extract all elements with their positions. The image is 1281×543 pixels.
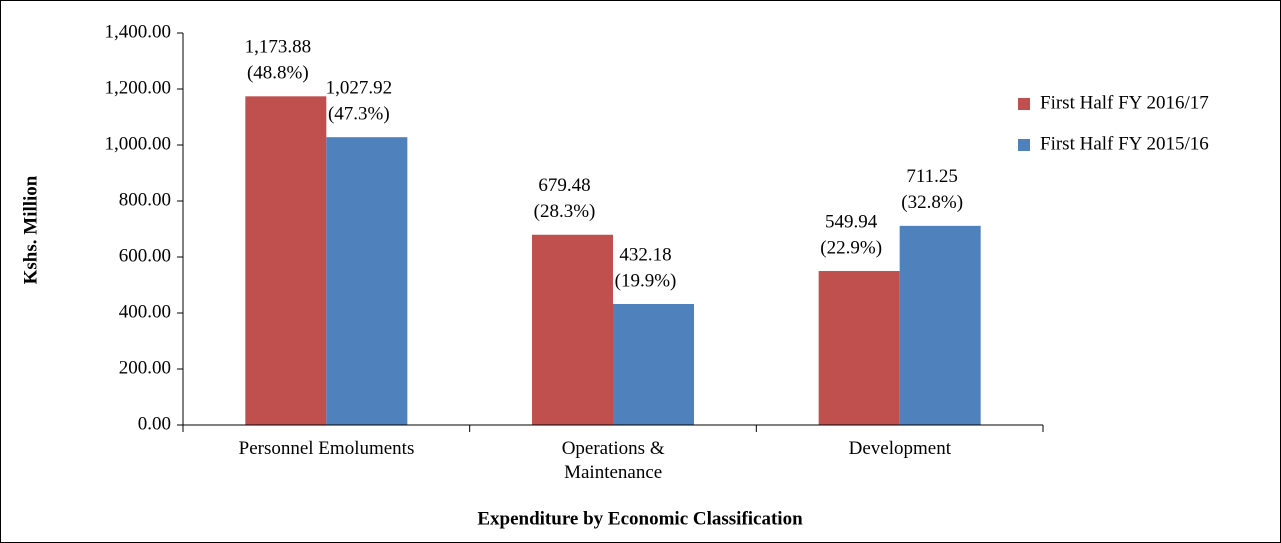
percentage-label: (47.3%) <box>328 104 390 125</box>
value-label: 711.25 <box>906 166 958 187</box>
y-axis-title: Kshs. Million <box>20 175 41 284</box>
percentage-label: (19.9%) <box>615 270 677 291</box>
value-label: 1,027.92 <box>326 78 393 99</box>
y-tick-label: 1,000.00 <box>105 133 172 154</box>
x-tick-label: Development <box>848 438 951 459</box>
legend-swatch <box>1018 139 1030 151</box>
percentage-label: (28.3%) <box>534 201 596 222</box>
x-tick-label: Personnel Emoluments <box>238 438 415 459</box>
y-tick-label: 400.00 <box>119 301 171 322</box>
y-tick-label: 1,400.00 <box>105 21 172 42</box>
legend-label: First Half FY 2015/16 <box>1040 133 1209 154</box>
y-tick-label: 0.00 <box>138 413 171 434</box>
percentage-label: (32.8%) <box>901 192 963 213</box>
x-axis-title: Expenditure by Economic Classification <box>477 508 803 529</box>
x-tick-label: Operations & Maintenance <box>561 438 665 483</box>
bar <box>245 96 327 425</box>
bar <box>326 137 408 425</box>
percentage-label: (48.8%) <box>247 63 309 84</box>
legend-label: First Half FY 2016/17 <box>1040 92 1209 113</box>
percentage-label: (22.9%) <box>820 237 882 258</box>
bar <box>899 225 981 425</box>
legend-swatch <box>1018 98 1030 110</box>
bar <box>532 234 613 425</box>
value-label: 432.18 <box>619 244 671 265</box>
value-label: 1,173.88 <box>245 37 312 58</box>
bar <box>818 271 900 425</box>
bar <box>613 303 694 425</box>
value-label: 679.48 <box>538 175 590 196</box>
y-tick-label: 600.00 <box>119 245 171 266</box>
y-tick-label: 1,200.00 <box>105 77 172 98</box>
value-label: 549.94 <box>825 211 878 232</box>
y-tick-label: 200.00 <box>119 357 171 378</box>
y-tick-label: 800.00 <box>119 189 171 210</box>
